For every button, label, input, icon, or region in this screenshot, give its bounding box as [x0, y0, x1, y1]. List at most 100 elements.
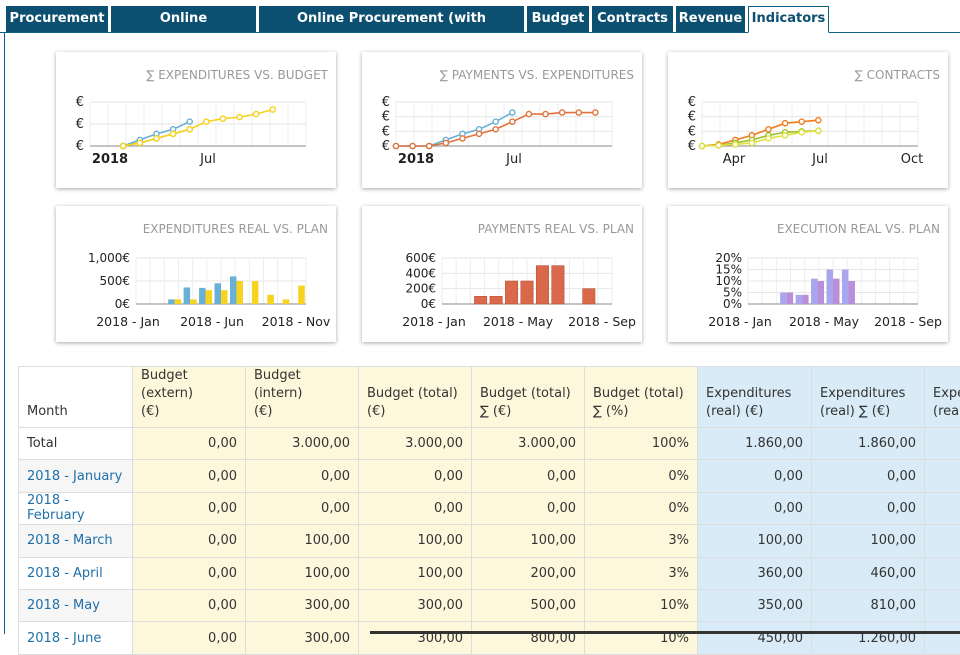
month-cell[interactable]: 2018 - March — [19, 525, 133, 557]
data-point — [576, 110, 581, 115]
x-tick-label: Jul — [199, 152, 216, 167]
month-cell[interactable]: 2018 - February — [19, 492, 133, 524]
bar — [827, 270, 833, 305]
value-cell: 100% — [585, 428, 698, 460]
x-tick-label: Apr — [723, 152, 746, 167]
bar — [787, 293, 793, 305]
y-tick-label: € — [688, 139, 696, 154]
value-cell — [925, 557, 960, 589]
data-point — [187, 127, 192, 132]
x-tick-label: Oct — [901, 152, 923, 167]
tab-budget[interactable]: Budget — [527, 6, 589, 32]
data-point — [593, 110, 598, 115]
value-cell: 350,00 — [698, 589, 812, 621]
tab-online-procurement-with-commission[interactable]: Online Procurement (with commission) — [259, 6, 524, 32]
x-tick-label: Jul — [811, 152, 828, 167]
month-cell[interactable]: 2018 - April — [19, 557, 133, 589]
month-cell[interactable]: 2018 - May — [19, 589, 133, 621]
header-line: Budget (intern) — [254, 368, 302, 401]
tab-online-procurement[interactable]: Online Procurement — [111, 6, 256, 32]
data-point — [154, 136, 159, 141]
month-cell[interactable]: 2018 - January — [19, 460, 133, 492]
value-cell: 0,00 — [359, 460, 472, 492]
bar — [796, 295, 802, 304]
data-point — [816, 118, 821, 123]
data-point — [460, 136, 465, 141]
header-line: Budget (total) — [367, 386, 458, 401]
value-cell — [925, 622, 960, 654]
value-cell: 360,00 — [698, 557, 812, 589]
y-tick-label: € — [382, 124, 390, 139]
y-tick-label: 600€ — [405, 251, 436, 265]
bar — [175, 299, 181, 304]
value-cell: 0,00 — [246, 492, 359, 524]
value-cell: 0,00 — [359, 492, 472, 524]
bar — [818, 281, 824, 304]
column-header: Expenditures(real) (€) — [698, 367, 812, 428]
bar — [552, 266, 564, 304]
column-header: Budget (intern)(€) — [246, 367, 359, 428]
y-tick-label: 0% — [723, 297, 742, 311]
value-cell: 0,00 — [698, 492, 812, 524]
month-cell[interactable]: 2018 - June — [19, 622, 133, 654]
value-cell: 1.260,00 — [812, 622, 925, 654]
value-cell: 0,00 — [133, 589, 246, 621]
x-tick-label: 2018 - Jan — [96, 314, 160, 329]
x-tick-label: 2018 - Jan — [402, 314, 466, 329]
bar — [267, 295, 273, 304]
x-tick-label: 2018 — [92, 152, 128, 167]
bar — [811, 279, 817, 304]
data-point — [170, 131, 175, 136]
x-tick-label: 2018 - Jun — [180, 314, 244, 329]
data-point — [510, 110, 515, 115]
tab-procurement[interactable]: Procurement — [6, 6, 108, 32]
column-header: Expe(rea — [925, 367, 960, 428]
bar — [283, 299, 289, 304]
y-tick-label: € — [688, 110, 696, 125]
data-point — [220, 116, 225, 121]
x-tick-label: 2018 - Sep — [874, 314, 942, 329]
value-cell: 100,00 — [359, 525, 472, 557]
data-point — [187, 119, 192, 124]
bar — [802, 295, 808, 304]
data-point — [766, 136, 771, 141]
value-cell: 3.000,00 — [246, 428, 359, 460]
value-cell: 0,00 — [133, 460, 246, 492]
bar — [252, 281, 258, 304]
bar — [521, 281, 533, 304]
header-line: (rea — [933, 404, 959, 419]
header-line: Expenditures — [820, 386, 905, 401]
data-point — [443, 140, 448, 145]
tab-revenue[interactable]: Revenue — [676, 6, 745, 32]
x-tick-label: 2018 - Jan — [708, 314, 772, 329]
tab-contracts[interactable]: Contracts — [592, 6, 673, 32]
data-point — [121, 143, 126, 148]
value-cell: 810,00 — [812, 589, 925, 621]
value-cell: 300,00 — [246, 589, 359, 621]
value-cell: 0,00 — [133, 492, 246, 524]
x-tick-label: 2018 — [398, 152, 434, 167]
data-point — [493, 127, 498, 132]
value-cell: 10% — [585, 622, 698, 654]
bar — [168, 299, 174, 304]
y-tick-label: € — [688, 95, 696, 110]
x-tick-label: 2018 - May — [789, 314, 860, 329]
data-point — [699, 143, 704, 148]
value-cell: 300,00 — [246, 622, 359, 654]
value-cell: 0% — [585, 492, 698, 524]
tab-indicators[interactable]: Indicators — [748, 6, 829, 33]
value-cell: 0,00 — [472, 460, 585, 492]
y-tick-label: € — [382, 95, 390, 110]
value-cell: 100,00 — [812, 525, 925, 557]
data-point — [782, 133, 787, 138]
